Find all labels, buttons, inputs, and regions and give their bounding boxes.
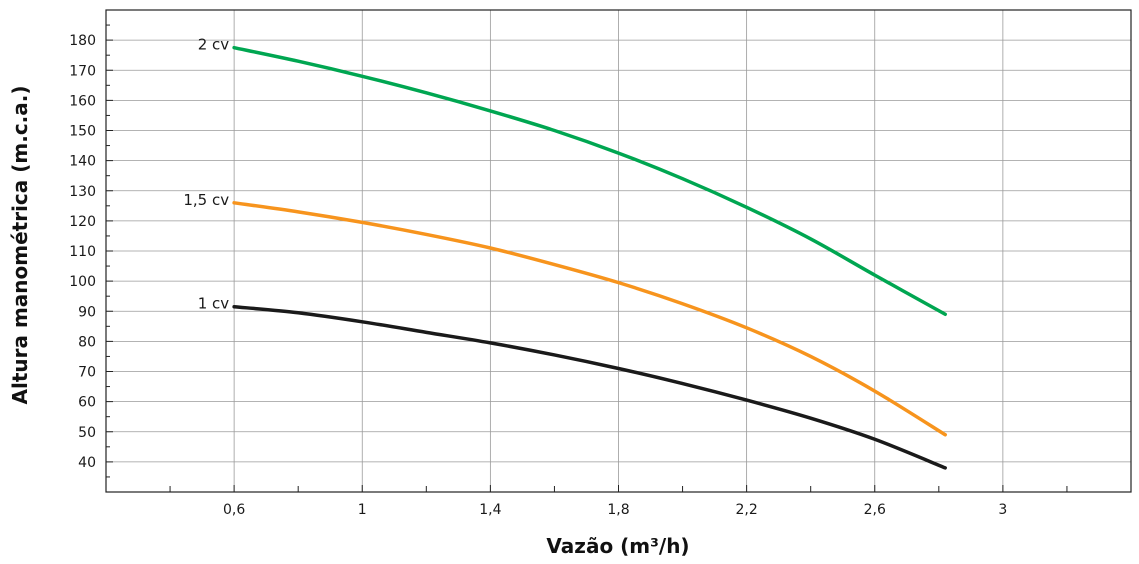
x-tick-label: 1,8 [607, 502, 629, 518]
y-tick-label: 130 [69, 184, 96, 200]
series-label: 1,5 cv [183, 191, 229, 209]
y-tick-label: 110 [69, 244, 96, 260]
series-label: 2 cv [198, 36, 230, 54]
series-labels: 2 cv 1,5 cv 1 cv [183, 36, 229, 313]
y-tick-label: 120 [69, 214, 96, 230]
x-tick-label: 2,2 [735, 502, 757, 518]
y-axis-title: Altura manométrica (m.c.a.) [8, 85, 32, 404]
x-tick-label: 1,4 [479, 502, 501, 518]
y-tick-label: 100 [69, 274, 96, 290]
series-line-1-5-cv [232, 201, 947, 437]
y-tick-label: 60 [78, 395, 96, 411]
y-tick-label: 160 [69, 93, 96, 109]
y-tick-label: 140 [69, 154, 96, 170]
y-axis-ticks: 40 50 60 70 80 90 100 110 120 130 140 150 160 170 180 [69, 24, 113, 478]
x-tick-label: 0,6 [223, 502, 245, 518]
x-tick-label: 3 [998, 502, 1007, 518]
x-tick-label: 2,6 [864, 502, 886, 518]
y-tick-label: 150 [69, 124, 96, 140]
x-axis-ticks: 0,6 1 1,4 1,8 2,2 2,6 3 [169, 485, 1068, 518]
y-tick-label: 170 [69, 63, 96, 79]
y-tick-label: 70 [78, 365, 96, 381]
y-tick-label: 90 [78, 304, 96, 320]
series-lines [232, 45, 947, 470]
y-tick-label: 180 [69, 33, 96, 49]
y-tick-label: 50 [78, 425, 96, 441]
series-label: 1 cv [198, 295, 230, 313]
series-line-2-cv [232, 45, 947, 317]
y-tick-label: 80 [78, 334, 96, 350]
series-line-1-cv [232, 304, 947, 470]
x-tick-label: 1 [358, 502, 367, 518]
y-tick-label: 40 [78, 455, 96, 471]
x-axis-title: Vazão (m³/h) [546, 534, 689, 558]
